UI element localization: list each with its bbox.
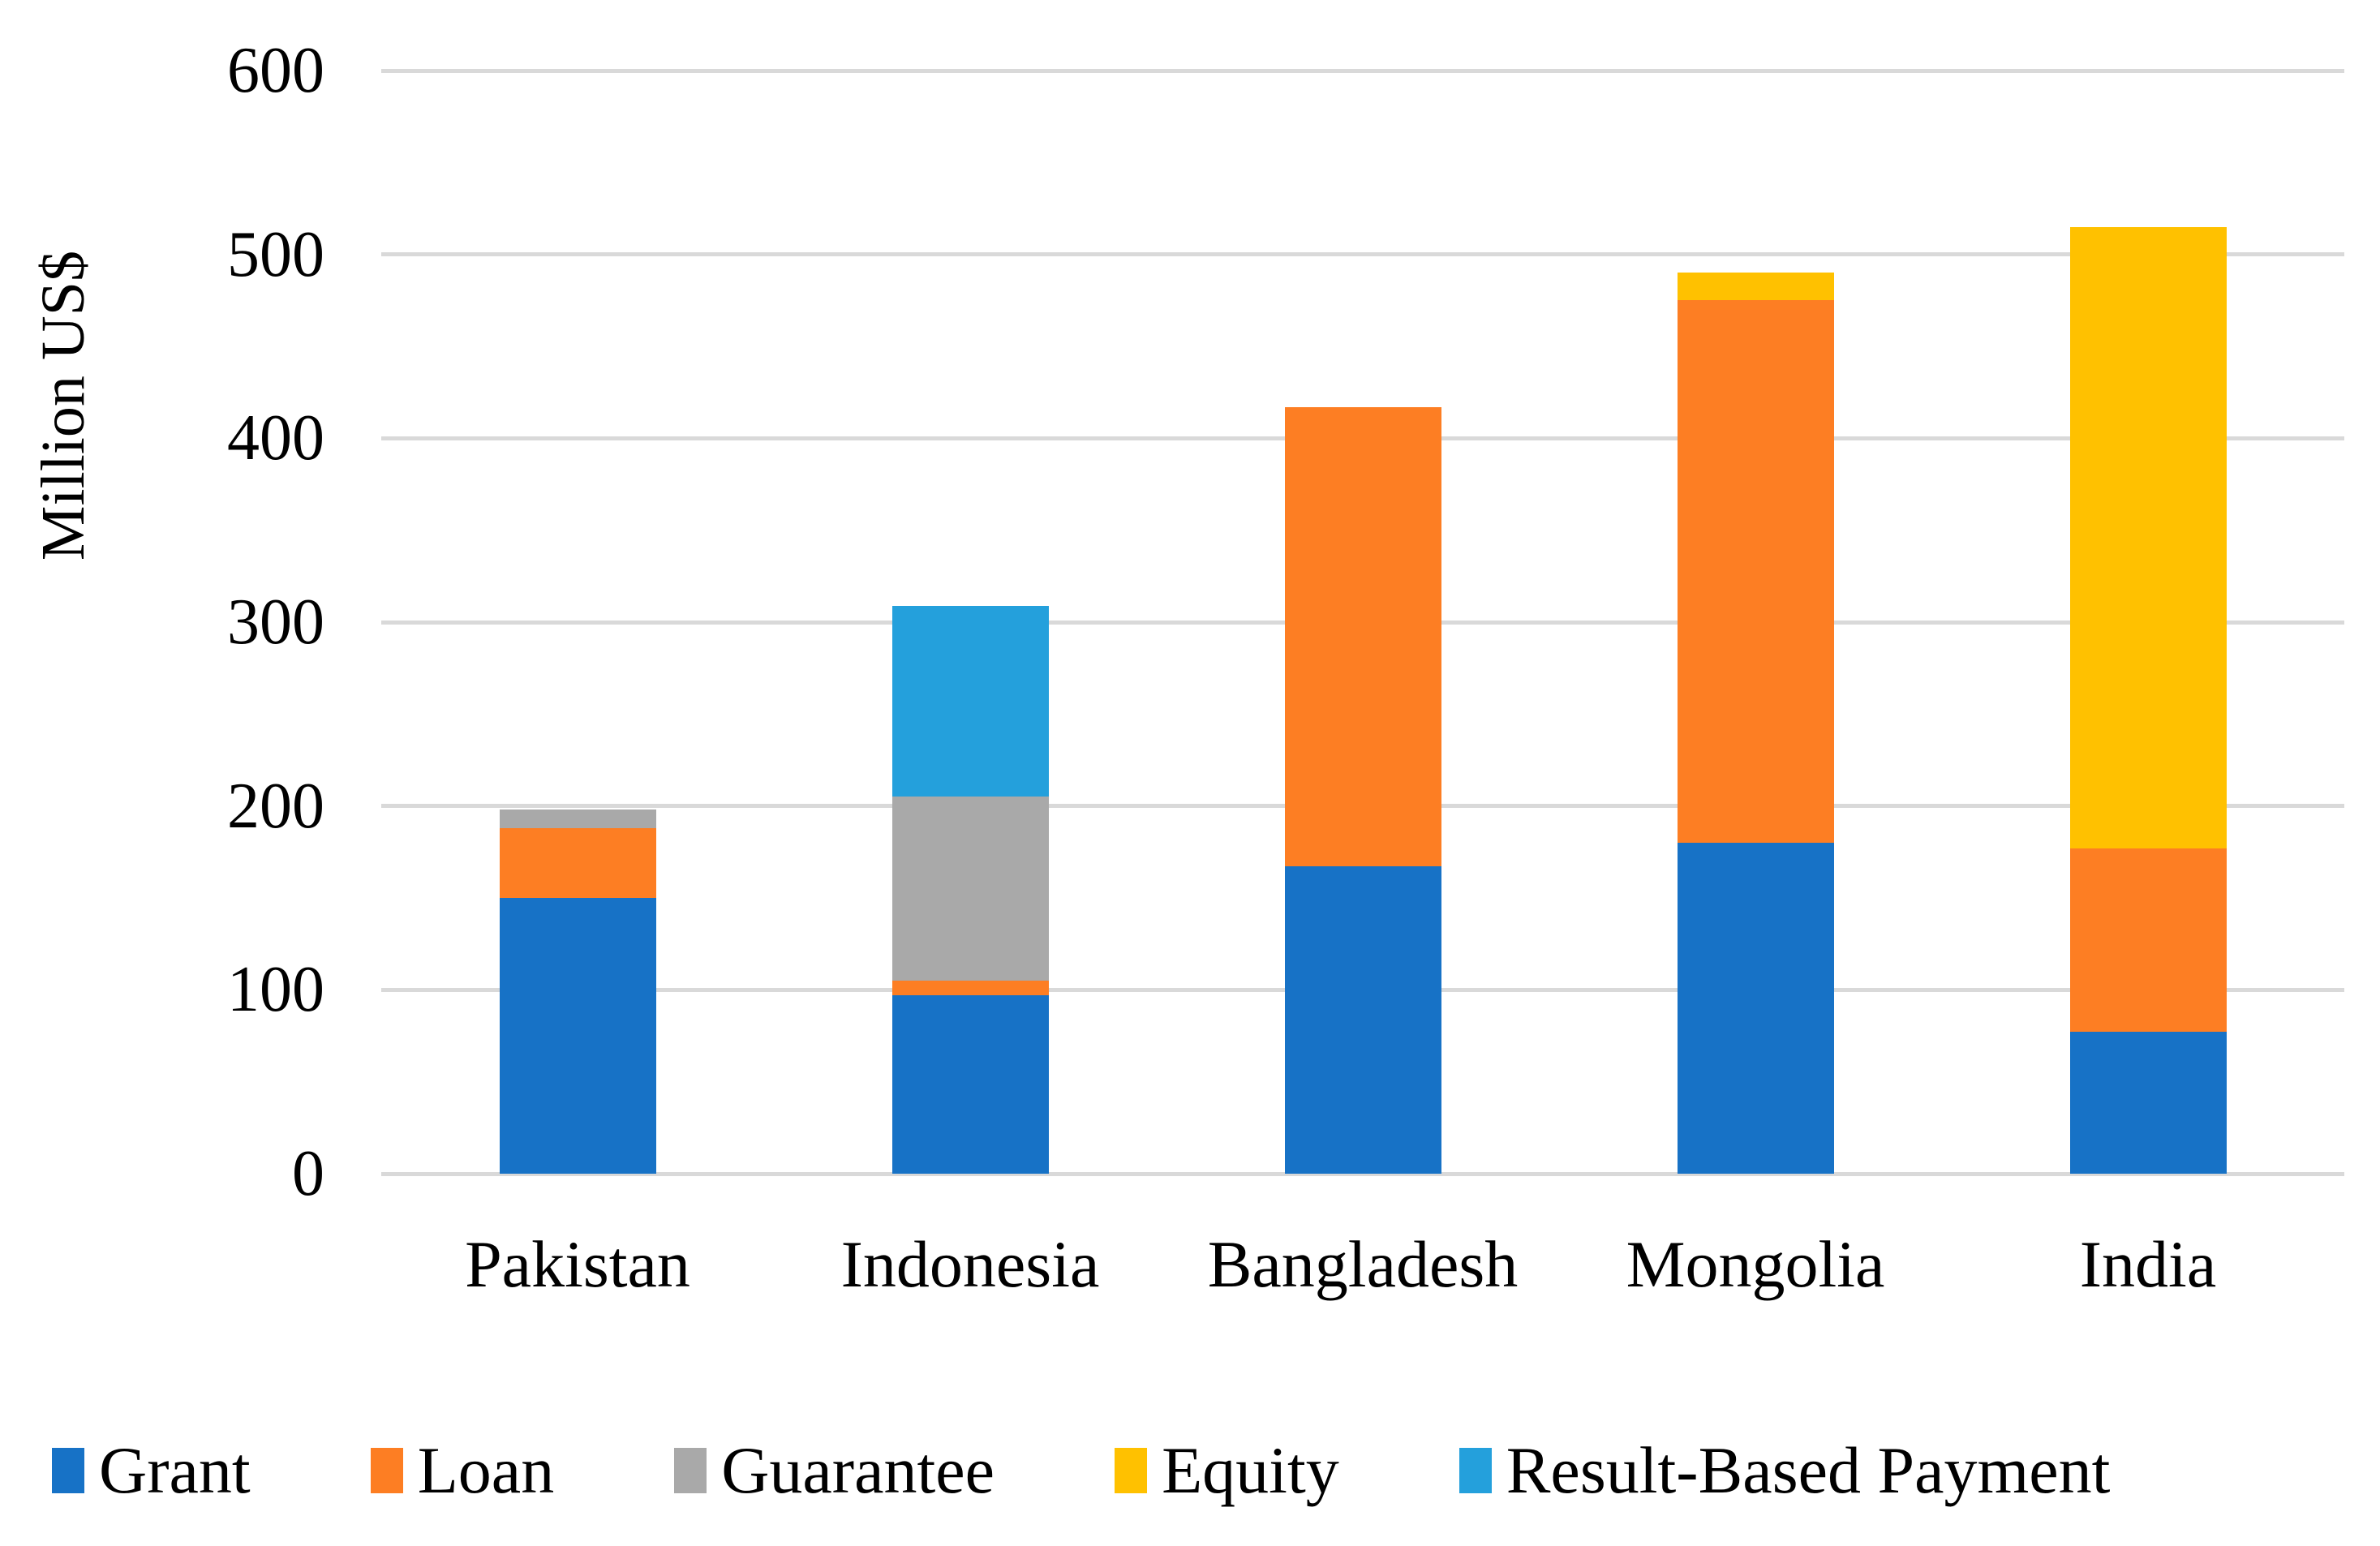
bar-segment-mongolia-equity: [1677, 273, 1834, 301]
legend-label-equity: Equity: [1162, 1433, 1339, 1507]
legend-swatch-guarantee: [674, 1448, 707, 1493]
legend-swatch-grant: [52, 1448, 84, 1493]
bar-segment-pakistan-grant: [499, 898, 656, 1174]
legend-item-result-based-payment: Result-Based Payment: [1459, 1433, 2111, 1507]
y-tick-label-300: 300: [227, 586, 324, 658]
x-category-label-mongolia: Mongolia: [1626, 1227, 1885, 1301]
bar-segment-pakistan-loan: [499, 827, 656, 898]
legend-item-guarantee: Guarantee: [674, 1437, 995, 1504]
x-category-label-pakistan: Pakistan: [465, 1227, 690, 1301]
y-tick-label-500: 500: [227, 218, 324, 290]
y-tick-label-0: 0: [292, 1138, 324, 1209]
legend-item-equity: Equity: [1115, 1437, 1339, 1504]
bar-segment-india-grant: [2069, 1032, 2227, 1174]
legend-label-loan: Loan: [417, 1433, 555, 1507]
legend-item-loan: Loan: [370, 1433, 555, 1507]
gridline-0: [381, 1171, 2344, 1176]
x-category-label-indonesia: Indonesia: [840, 1227, 1100, 1301]
y-tick-label-400: 400: [227, 402, 324, 475]
bar-segment-india-equity: [2069, 226, 2227, 848]
bar-segment-indonesia-result-based-payment: [891, 605, 1049, 797]
y-tick-label-200: 200: [227, 770, 324, 842]
gridline-500: [381, 252, 2344, 257]
bar-segment-indonesia-loan: [891, 981, 1049, 996]
legend-swatch-loan: [370, 1448, 403, 1493]
bar-segment-mongolia-grant: [1677, 843, 1834, 1174]
bar-segment-mongolia-loan: [1677, 300, 1834, 843]
y-tick-label-100: 100: [227, 954, 324, 1026]
bar-segment-india-loan: [2069, 848, 2227, 1033]
bar-segment-bangladesh-grant: [1284, 866, 1441, 1174]
y-tick-label-600: 600: [227, 35, 324, 106]
bar-segment-pakistan-guarantee: [499, 810, 656, 828]
legend-label-guarantee: Guarantee: [721, 1433, 995, 1507]
legend-item-grant: Grant: [52, 1437, 251, 1504]
bar-segment-indonesia-guarantee: [891, 797, 1049, 981]
legend-swatch-result-based-payment: [1459, 1448, 1492, 1493]
x-category-label-bangladesh: Bangladesh: [1207, 1227, 1519, 1301]
gridline-600: [381, 68, 2344, 73]
legend: Grant Loan Guarantee Equity Result-Based Pay…: [52, 1437, 2110, 1504]
legend-label-result-based-payment: Result-Based Payment: [1506, 1433, 2111, 1507]
legend-label-grant: Grant: [99, 1433, 251, 1507]
bar-segment-indonesia-grant: [891, 995, 1049, 1174]
x-category-label-india: India: [2079, 1227, 2217, 1301]
legend-swatch-equity: [1115, 1448, 1148, 1493]
bar-segment-bangladesh-loan: [1284, 406, 1441, 867]
